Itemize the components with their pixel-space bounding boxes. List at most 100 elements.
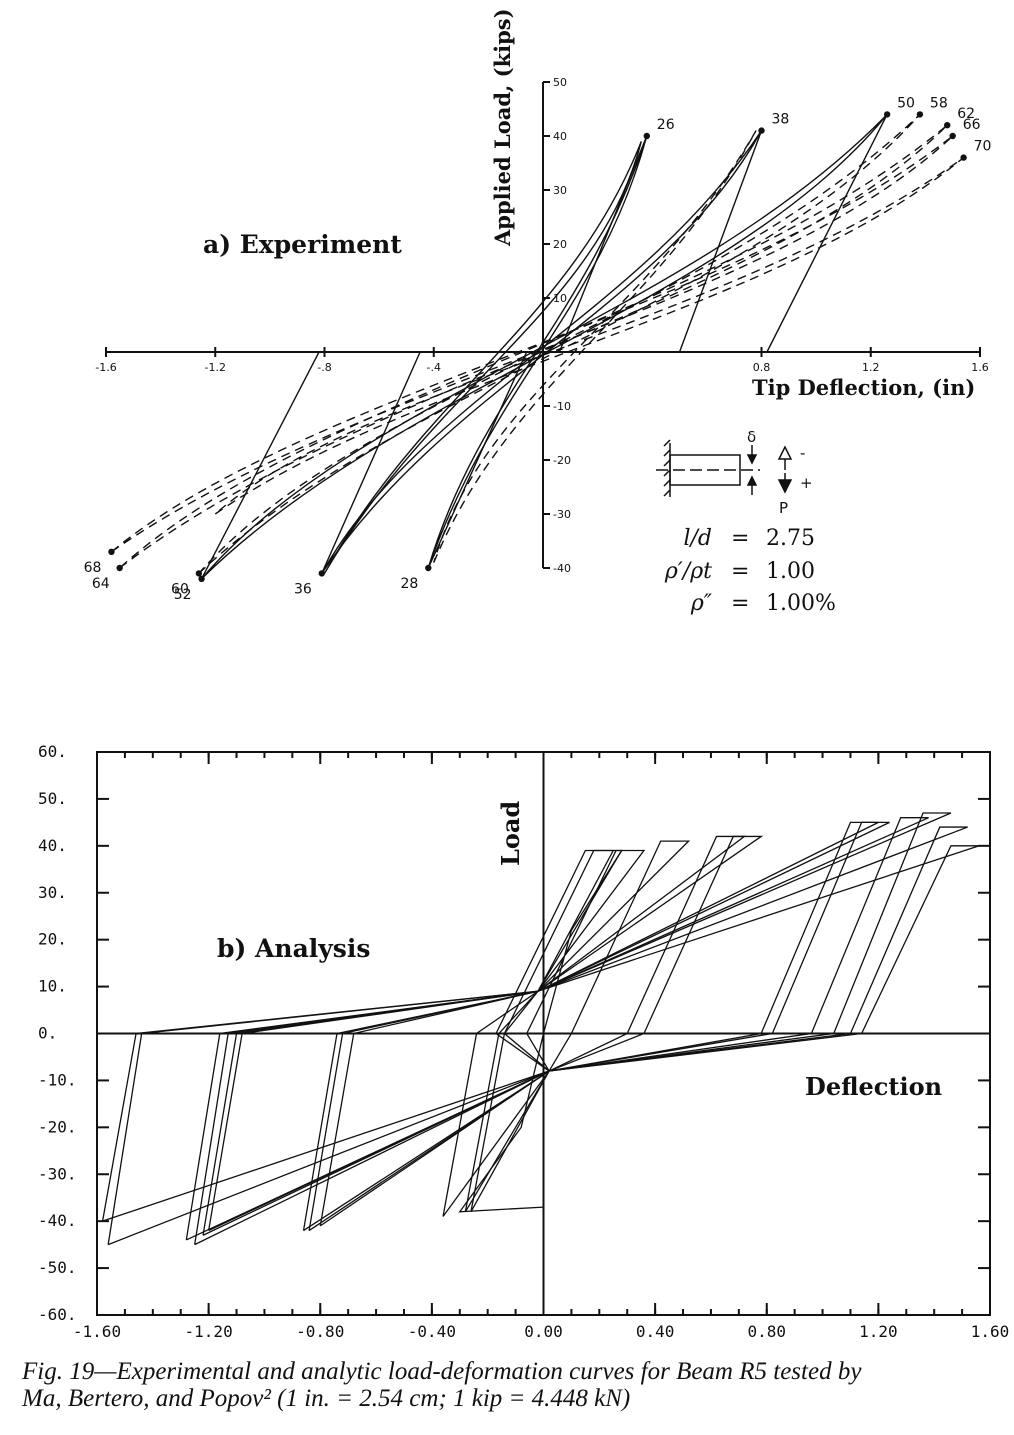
experiment-x-tick-label: -1.6 (95, 361, 116, 374)
parameter-table: l/d = 2.75 ρ′/ρt = 1.00 ρ″ = 1.00% (664, 526, 836, 616)
experiment-y-tick-label: -40 (553, 562, 571, 575)
experiment-x-tick-label: 0.8 (753, 361, 771, 374)
analysis-hysteresis-loop (308, 840, 691, 1232)
analysis-y-tick-label: 50. (38, 789, 67, 808)
experiment-axes (105, 81, 981, 569)
experiment-hysteresis-loop (111, 135, 954, 553)
experiment-unloading-branch (766, 114, 888, 353)
experiment-point-marker (944, 122, 951, 129)
experiment-panel-title: a) Experiment (203, 230, 402, 259)
experiment-y-tick-label: -10 (553, 400, 571, 413)
experiment-unloading-branch (558, 135, 648, 353)
analysis-panel-title: b) Analysis (217, 934, 370, 963)
analysis-x-tick-label: -0.40 (408, 1322, 456, 1341)
analysis-hysteresis-loop (207, 845, 980, 1232)
param-rho-ratio-value: 1.00 (766, 559, 815, 584)
experiment-point-marker (949, 132, 956, 140)
analysis-y-tick-label: 30. (38, 883, 67, 902)
sign-down-label: + (800, 474, 813, 492)
analysis-x-tick-label: 1.60 (971, 1322, 1010, 1341)
analysis-hysteresis-loop (470, 849, 615, 1213)
experiment-x-tick-label: -.8 (317, 361, 331, 374)
experiment-y-tick-label: 30 (553, 184, 567, 197)
experiment-point-label: 62 (957, 106, 975, 122)
analysis-hysteresis-loop (319, 835, 747, 1227)
analysis-y-tick-label: 60. (38, 742, 67, 761)
analysis-hysteresis-loop (202, 821, 890, 1236)
caption-line-1: Fig. 19—Experimental and analytic load-d… (22, 1358, 862, 1385)
experiment-unloading-branch (678, 130, 763, 353)
experiment-point-label: 50 (897, 95, 915, 111)
analysis-hysteresis-loop (185, 817, 929, 1241)
experiment-point-label: 26 (657, 117, 675, 133)
analysis-hysteresis-loop (101, 812, 952, 1222)
experiment-y-tick-label: 20 (553, 238, 567, 251)
experiment-point-marker (883, 111, 891, 118)
experiment-y-tick-label: 50 (553, 76, 567, 89)
experiment-point-label: 52 (174, 587, 192, 603)
caption-line-2: Ma, Bertero, and Popov² (1 in. = 2.54 cm… (22, 1385, 631, 1412)
experiment-y-tick-label: -20 (553, 454, 571, 467)
analysis-y-tick-label: 10. (38, 977, 67, 996)
analysis-y-tick-label: -50. (38, 1258, 77, 1277)
analysis-tick-labels: 60. 50. 40. 30. 20. 10. 0. -10. -20. -30. -40. -50.… (38, 742, 1009, 1341)
experiment-x-tick-label: -1.2 (205, 361, 226, 374)
param-rho2-name: ρ″ (690, 591, 713, 616)
analysis-y-tick-label: -10. (38, 1070, 77, 1089)
experiment-point-label: 36 (294, 581, 312, 597)
analysis-y-tick-label: -30. (38, 1164, 77, 1183)
delta-label: δ (747, 428, 756, 446)
analysis-y-tick-label: -40. (38, 1211, 77, 1230)
experiment-x-tick-label: 1.2 (862, 361, 880, 374)
analysis-x-tick-label: -1.20 (185, 1322, 233, 1341)
beam-schematic (656, 439, 793, 497)
analysis-x-tick-label: 0.80 (747, 1322, 786, 1341)
experiment-y-tick-label: 40 (553, 130, 567, 143)
experiment-point-label: 58 (930, 95, 948, 111)
analysis-x-tick-label: 1.20 (859, 1322, 898, 1341)
analysis-hysteresis-loop (442, 849, 623, 1217)
load-p-label: P (779, 499, 788, 517)
experiment-point-marker (116, 564, 123, 572)
analysis-panel: 60. 50. 40. 30. 20. 10. 0. -10. -20. -30. -40. -50.… (38, 742, 1009, 1341)
experiment-point-label: 70 (974, 139, 992, 155)
experiment-point-marker (198, 575, 205, 582)
experiment-hysteresis-loop (323, 141, 643, 574)
figure-caption: Fig. 19—Experimental and analytic load-d… (22, 1358, 1012, 1412)
analysis-axes (96, 751, 991, 1316)
sign-up-label: - (800, 444, 805, 462)
experiment-y-tick-label: -30 (553, 508, 571, 521)
param-rho-ratio-name: ρ′/ρt (664, 559, 712, 584)
experiment-point-marker (425, 564, 432, 572)
experiment-point-marker (960, 154, 967, 161)
experiment-y-tick-label: 10 (553, 292, 567, 305)
analysis-x-tick-label: -1.60 (73, 1322, 121, 1341)
analysis-y-tick-label: 20. (38, 930, 67, 949)
experiment-point-label: 38 (772, 112, 790, 128)
param-ld-value: 2.75 (766, 526, 815, 551)
analysis-x-tick-label: -0.80 (296, 1322, 344, 1341)
analysis-y-tick-label: -20. (38, 1117, 77, 1136)
experiment-unloading-branch (200, 351, 320, 580)
experiment-x-tick-label: 1.6 (971, 361, 989, 374)
analysis-hysteresis-loop (302, 835, 764, 1232)
experiment-x-tick-label: -.4 (427, 361, 441, 374)
experiment-point-marker (916, 111, 924, 118)
experiment-hysteresis-loop (433, 130, 757, 563)
experiment-point-label: 60 (171, 581, 189, 597)
experiment-point-label: 68 (84, 560, 102, 576)
experiment-point-label: 64 (92, 576, 110, 592)
experiment-point-label: 66 (963, 117, 981, 133)
experiment-curves (111, 113, 965, 580)
param-rho-ratio-equals: = (731, 559, 749, 584)
analysis-y-axis-label: Load (496, 801, 525, 866)
experiment-point-marker (318, 570, 325, 577)
experiment-unloading-branch (427, 351, 528, 569)
analysis-hysteresis-loop (464, 849, 646, 1213)
experiment-panel: -1.6 -1.2 -.8 -.4 0.8 1.2 1.6 50 40 30 20 10 -10 -20 -… (84, 8, 992, 616)
analysis-y-tick-label: 40. (38, 836, 67, 855)
analysis-initial-branch (458, 1033, 545, 1213)
experiment-point-label: 28 (400, 576, 418, 592)
